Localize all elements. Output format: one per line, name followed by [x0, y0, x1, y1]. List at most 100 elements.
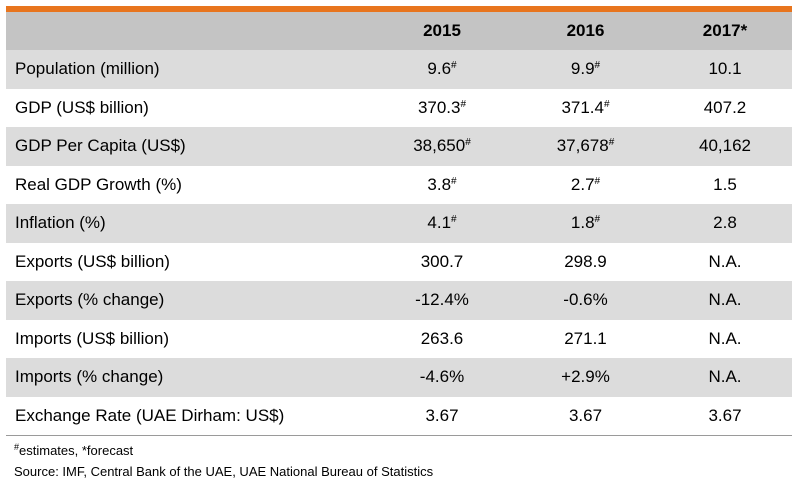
- value-cell-2017: 10.1: [658, 50, 792, 89]
- cell-value: 9.9: [570, 59, 595, 79]
- cell-value: 40,162: [699, 136, 751, 156]
- estimate-mark: #: [451, 60, 457, 72]
- table-body: Population (million) 9.6# 9.9# 10.1 GDP (US$…: [6, 50, 792, 435]
- estimate-mark: #: [465, 137, 471, 149]
- value-cell-2015: -4.6%: [371, 358, 513, 397]
- cell-value: 3.67: [425, 405, 459, 425]
- estimate-mark: #: [451, 214, 457, 226]
- value-cell-2017: N.A.: [658, 358, 792, 397]
- value-cell-2016: 371.4#: [513, 88, 658, 127]
- cell-value: 371.4: [561, 97, 604, 117]
- table-row: Exchange Rate (UAE Dirham: US$) 3.67 3.67 3…: [6, 396, 792, 435]
- cell-value: N.A.: [708, 328, 742, 348]
- estimate-mark: #: [594, 60, 601, 72]
- value-cell-2016: -0.6%: [513, 281, 658, 320]
- estimate-mark: #: [608, 137, 615, 149]
- cell-value: -0.6%: [563, 290, 608, 310]
- table-row: Exports (% change) -12.4% -0.6% N.A.: [6, 281, 792, 320]
- table-row: Imports (US$ billion) 263.6 271.1 N.A.: [6, 319, 792, 358]
- header-label-cell: [6, 12, 371, 50]
- estimates-note-text: estimates, *forecast: [19, 443, 134, 458]
- economic-indicators-table-wrap: 2015 2016 2017* Population (million) 9.6#…: [6, 12, 792, 435]
- cell-value: 2.7: [570, 174, 595, 194]
- cell-value: 3.67: [708, 405, 742, 425]
- value-cell-2017: N.A.: [658, 242, 792, 281]
- value-cell-2016: 3.67: [513, 396, 658, 435]
- table-row: GDP (US$ billion) 370.3# 371.4# 407.2: [6, 88, 792, 127]
- cell-value: 3.8: [427, 174, 452, 194]
- value-cell-2016: 1.8#: [513, 204, 658, 243]
- cell-value: 1.5: [713, 174, 737, 194]
- row-label: Exports (% change): [6, 281, 371, 320]
- table-row: Inflation (%) 4.1# 1.8# 2.8: [6, 204, 792, 243]
- cell-value: 263.6: [420, 328, 464, 348]
- table-row: Population (million) 9.6# 9.9# 10.1: [6, 50, 792, 89]
- value-cell-2015: 3.8#: [371, 165, 513, 204]
- value-cell-2015: 300.7: [371, 242, 513, 281]
- estimate-mark: #: [594, 214, 601, 226]
- table-row: GDP Per Capita (US$) 38,650# 37,678# 40,162: [6, 127, 792, 166]
- cell-value: 37,678: [556, 136, 609, 156]
- estimate-mark: #: [603, 98, 610, 110]
- table-row: Imports (% change) -4.6% +2.9% N.A.: [6, 358, 792, 397]
- cell-value: 1.8: [570, 213, 595, 233]
- cell-value: 3.67: [568, 405, 603, 425]
- economic-indicators-table: 2015 2016 2017* Population (million) 9.6#…: [6, 12, 792, 435]
- cell-value: 298.9: [564, 251, 607, 271]
- value-cell-2017: 3.67: [658, 396, 792, 435]
- source-note: Source: IMF, Central Bank of the UAE, UA…: [14, 464, 434, 479]
- row-label: Exchange Rate (UAE Dirham: US$): [6, 396, 371, 435]
- table-bottom-rule: [6, 435, 792, 436]
- value-cell-2017: N.A.: [658, 281, 792, 320]
- header-year-2015: 2015: [371, 12, 513, 50]
- row-label: Imports (US$ billion): [6, 319, 371, 358]
- value-cell-2016: +2.9%: [513, 358, 658, 397]
- estimates-note-mark: #: [14, 442, 20, 452]
- cell-value: -12.4%: [415, 290, 469, 310]
- value-cell-2015: 263.6: [371, 319, 513, 358]
- value-cell-2015: 9.6#: [371, 50, 513, 89]
- value-cell-2017: 2.8: [658, 204, 792, 243]
- row-label: GDP (US$ billion): [6, 88, 371, 127]
- cell-value: N.A.: [708, 367, 742, 387]
- cell-value: 2.8: [713, 213, 737, 233]
- row-label: GDP Per Capita (US$): [6, 127, 371, 166]
- cell-value: N.A.: [708, 251, 742, 271]
- cell-value: 407.2: [703, 97, 747, 117]
- row-label: Exports (US$ billion): [6, 242, 371, 281]
- cell-value: 300.7: [420, 251, 464, 271]
- row-label: Real GDP Growth (%): [6, 165, 371, 204]
- cell-value: 38,650: [413, 136, 466, 156]
- table-header-row: 2015 2016 2017*: [6, 12, 792, 50]
- estimate-mark: #: [594, 175, 601, 187]
- table-row: Real GDP Growth (%) 3.8# 2.7# 1.5: [6, 165, 792, 204]
- table-notes: #estimates, *forecast Source: IMF, Centr…: [14, 440, 433, 482]
- top-accent-rule: [6, 6, 792, 12]
- row-label: Population (million): [6, 50, 371, 89]
- value-cell-2016: 9.9#: [513, 50, 658, 89]
- cell-value: +2.9%: [561, 367, 610, 387]
- value-cell-2016: 298.9: [513, 242, 658, 281]
- value-cell-2017: 1.5: [658, 165, 792, 204]
- row-label: Inflation (%): [6, 204, 371, 243]
- estimate-mark: #: [460, 98, 467, 110]
- value-cell-2015: 370.3#: [371, 88, 513, 127]
- cell-value: 9.6: [427, 59, 452, 79]
- cell-value: 370.3: [417, 97, 461, 117]
- row-label: Imports (% change): [6, 358, 371, 397]
- value-cell-2017: 407.2: [658, 88, 792, 127]
- value-cell-2015: -12.4%: [371, 281, 513, 320]
- value-cell-2017: N.A.: [658, 319, 792, 358]
- cell-value: N.A.: [708, 290, 742, 310]
- value-cell-2015: 4.1#: [371, 204, 513, 243]
- table-row: Exports (US$ billion) 300.7 298.9 N.A.: [6, 242, 792, 281]
- estimate-mark: #: [451, 175, 457, 187]
- cell-value: 271.1: [564, 328, 607, 348]
- value-cell-2016: 2.7#: [513, 165, 658, 204]
- value-cell-2015: 3.67: [371, 396, 513, 435]
- cell-value: -4.6%: [419, 367, 465, 387]
- value-cell-2016: 37,678#: [513, 127, 658, 166]
- value-cell-2017: 40,162: [658, 127, 792, 166]
- value-cell-2016: 271.1: [513, 319, 658, 358]
- estimates-note: #estimates, *forecast: [14, 440, 433, 461]
